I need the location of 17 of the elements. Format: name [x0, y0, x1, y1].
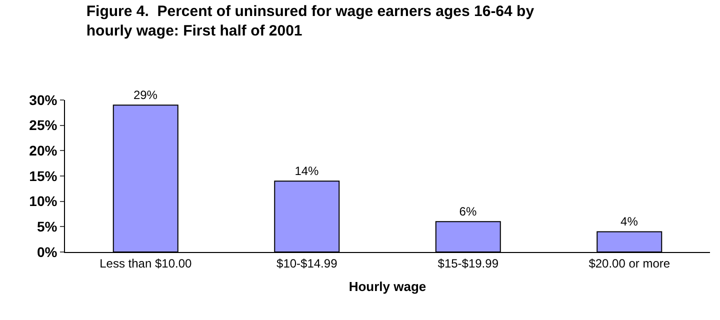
y-tick-label: 0% [36, 244, 58, 260]
y-tick-label: 20% [29, 142, 58, 159]
x-axis-title: Hourly wage [348, 279, 426, 294]
x-tick-label: $10-$14.99 [276, 256, 338, 270]
chart-title: Figure 4. Percent of uninsured for wage earners ages 16-64 by hourly wage: First half of 2001 [86, 3, 535, 40]
data-label: 6% [459, 204, 477, 219]
x-tick-label: $15-$19.99 [438, 256, 499, 270]
y-tick-label: 25% [29, 117, 58, 134]
data-label: 29% [133, 88, 158, 102]
y-tick-label: 15% [29, 168, 58, 184]
x-tick-label: $20.00 or more [588, 256, 670, 270]
data-label: 14% [294, 164, 320, 178]
x-tick-label: Less than $10.00 [100, 256, 192, 270]
y-tick-label: 30% [29, 92, 58, 108]
y-tick-label: 10% [29, 193, 58, 210]
y-tick-label: 5% [36, 218, 58, 235]
data-label: 4% [620, 214, 638, 229]
